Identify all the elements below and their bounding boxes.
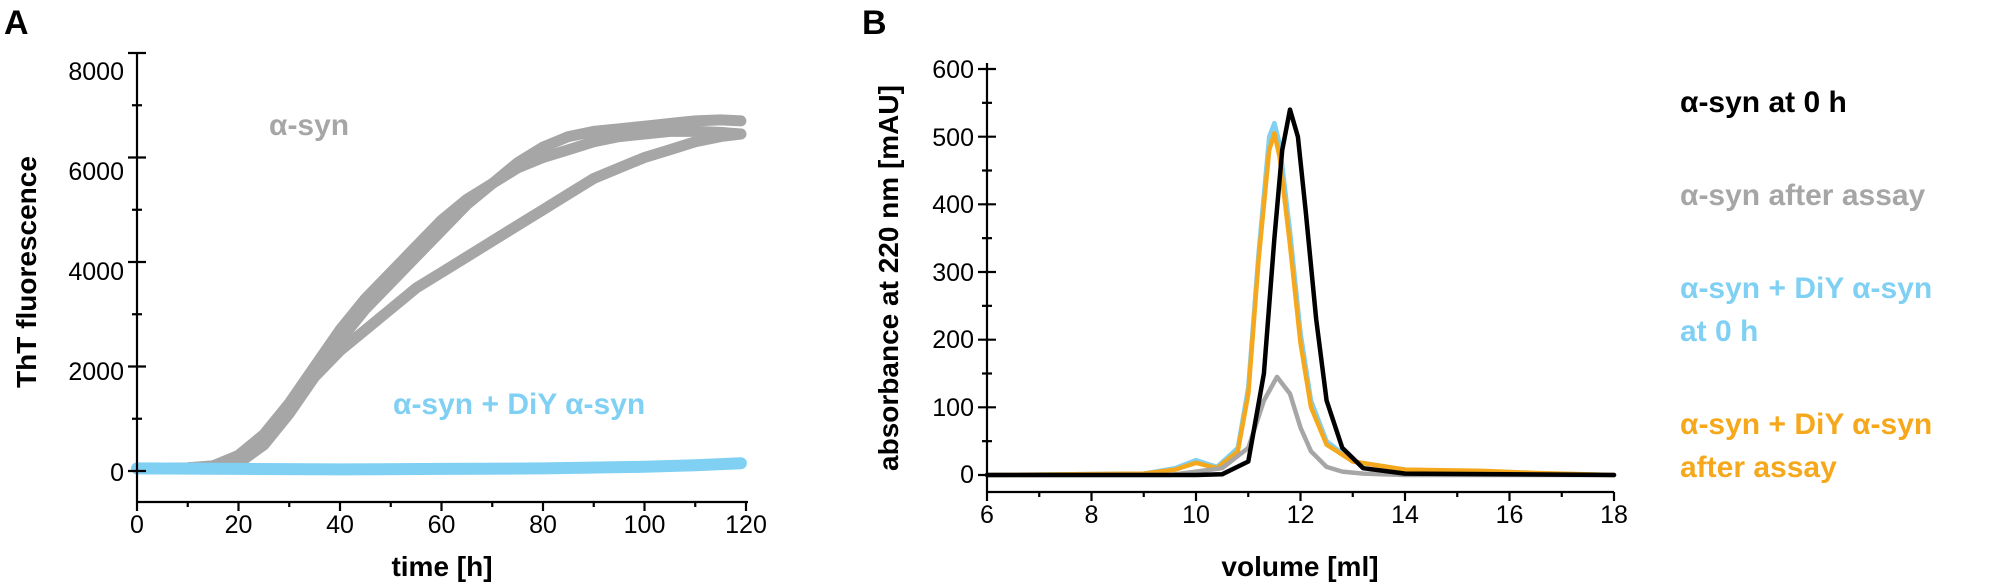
panel-b-ytick-400: 400	[932, 191, 974, 219]
panel-b-ytick-600: 600	[932, 56, 974, 84]
panel-a-xtick-0: 0	[130, 511, 144, 539]
panel-b-xtick-18: 18	[1600, 501, 1628, 529]
legend-item-diy-0h-line1: α-syn + DiY α-syn	[1680, 272, 1932, 305]
panel-a-ytick-6000: 6000	[68, 158, 124, 186]
legend-item-diy-after-assay-line2: after assay	[1680, 451, 1837, 484]
panel-b-ytick-500: 500	[932, 124, 974, 152]
panel-a-xtick-40: 40	[326, 511, 354, 539]
panel-b-chart: 6 8 10 12 14 16 18 0 100 200 300 400 500…	[873, 56, 1932, 582]
panel-a-ytick-4000: 4000	[68, 258, 124, 286]
legend-item-alpha-syn-after-assay: α-syn after assay	[1680, 179, 1926, 212]
panel-b-ticks	[978, 67, 1616, 501]
panel-a-ytick-0: 0	[110, 459, 124, 487]
panel-b-x-axis-title: volume [ml]	[1221, 551, 1378, 582]
panel-b-series-line-3	[984, 131, 1617, 478]
panel-a-series-label-diy: α-syn + DiY α-syn	[393, 388, 645, 421]
legend-item-alpha-syn-0h: α-syn at 0 h	[1680, 86, 1847, 119]
panel-b-y-axis-title: absorbance at 220 nm [mAU]	[873, 85, 904, 471]
panel-a-xtick-100: 100	[624, 511, 666, 539]
panel-b-xtick-12: 12	[1287, 501, 1315, 529]
panel-a-series-line-2	[131, 128, 747, 474]
panel-b-series-line-0	[984, 107, 1617, 478]
panel-b-ytick-300: 300	[932, 259, 974, 287]
panel-b-ytick-200: 200	[932, 326, 974, 354]
panel-b-xtick-16: 16	[1496, 501, 1524, 529]
panel-a-xtick-20: 20	[225, 511, 253, 539]
panel-a-xtick-60: 60	[428, 511, 456, 539]
panel-a-series-line-3	[131, 457, 747, 476]
panel-b-ytick-100: 100	[932, 394, 974, 422]
panel-a-ticks	[128, 51, 748, 511]
panel-a-xtick-120: 120	[725, 511, 767, 539]
panel-b-series-group	[984, 107, 1617, 478]
panel-b-xtick-8: 8	[1085, 501, 1099, 529]
panel-a-letter: A	[4, 4, 29, 42]
panel-a-ytick-8000: 8000	[68, 58, 124, 86]
panel-a-ytick-2000: 2000	[68, 358, 124, 386]
panel-a-xtick-80: 80	[529, 511, 557, 539]
panel-a-y-axis-title: ThT fluorescence	[11, 156, 42, 388]
panel-b-letter: B	[862, 4, 887, 42]
panel-b-series-line-1	[984, 374, 1617, 478]
panel-b-ytick-0: 0	[960, 461, 974, 489]
panel-b-xtick-6: 6	[980, 501, 994, 529]
panel-b-xtick-14: 14	[1391, 501, 1419, 529]
panel-a-series-group	[131, 114, 747, 476]
legend-item-diy-after-assay-line1: α-syn + DiY α-syn	[1680, 408, 1932, 441]
legend-item-diy-0h-line2: at 0 h	[1680, 315, 1758, 348]
panel-a-chart: 0 20 40 60 80 100 120 0 2000 4000 6000 8…	[11, 51, 767, 582]
panel-b-legend: α-syn at 0 h α-syn after assay α-syn + D…	[1680, 86, 1932, 484]
panel-a-x-axis-title: time [h]	[391, 551, 492, 582]
panel-a-series-label-alpha-syn: α-syn	[269, 109, 349, 142]
panel-b-xtick-10: 10	[1182, 501, 1210, 529]
